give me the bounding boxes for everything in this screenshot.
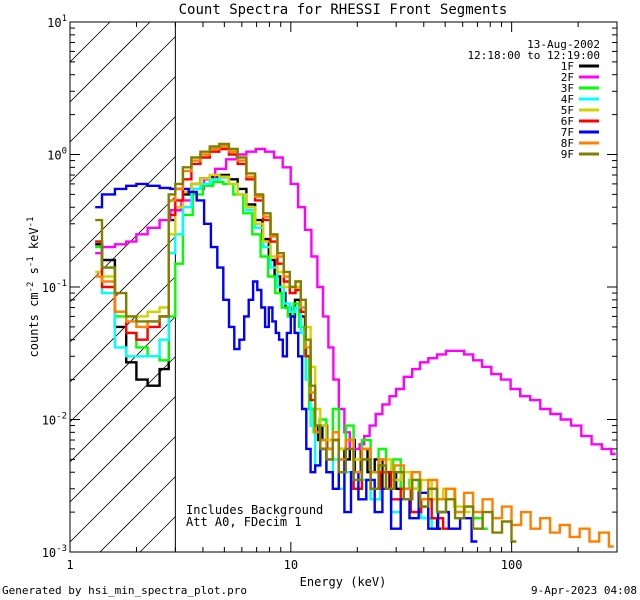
generated-by-label: Generated by hsi_min_spectra_plot.pro [2, 584, 247, 597]
hatch-line [70, 22, 111, 63]
date-label: 13-Aug-2002 [527, 38, 600, 51]
series-line-3F [95, 180, 488, 530]
y-label-part-3: keV [27, 227, 41, 256]
x-tick-label: 100 [501, 558, 523, 572]
y-tick-mantissa: 10 [47, 149, 61, 163]
chart-title: Count Spectra for RHESSI Front Segments [179, 2, 508, 18]
hatch-line [70, 156, 176, 263]
y-label-part-2: s [27, 267, 41, 281]
hatch-line [70, 316, 176, 423]
legend-label-8F: 8F [561, 137, 574, 150]
y-tick-mantissa: 10 [42, 281, 56, 295]
y-tick-mantissa: 10 [42, 414, 56, 428]
series-line-9F [95, 142, 517, 543]
annotation-attenuator: Att A0, FDecim 1 [186, 515, 302, 529]
legend-label-6F: 6F [561, 115, 574, 128]
plot-clip-group [70, 22, 616, 552]
hatch-line [70, 436, 176, 543]
timestamp-label: 9-Apr-2023 04:08 [531, 584, 637, 597]
y-label-exp-3: -1 [26, 217, 36, 228]
legend-label-5F: 5F [561, 104, 574, 117]
y-tick-label: 10-1 [42, 279, 67, 295]
y-tick-exponent: -3 [56, 544, 67, 554]
series-line-2F [95, 147, 616, 456]
y-label-exp-1: -2 [26, 282, 36, 293]
hatch-line [70, 76, 176, 183]
hatch-line [139, 516, 176, 552]
time-range-label: 12:18:00 to 12:19:00 [468, 49, 600, 62]
hatch-line [70, 196, 176, 303]
y-tick-exponent: 0 [62, 147, 67, 157]
legend-label-1F: 1F [561, 60, 574, 73]
y-tick-exponent: 1 [62, 14, 67, 24]
legend-label-3F: 3F [561, 82, 574, 95]
y-tick-mantissa: 10 [42, 546, 56, 560]
legend-label-9F: 9F [561, 148, 574, 161]
y-tick-label: 10-2 [42, 412, 67, 428]
hatched-region [70, 22, 176, 552]
y-label-part-1: counts cm [27, 292, 41, 357]
hatch-line [70, 396, 176, 503]
y-tick-label: 101 [47, 14, 67, 30]
legend-label-2F: 2F [561, 71, 574, 84]
legend-label-4F: 4F [561, 93, 574, 106]
y-tick-label: 10-3 [42, 544, 67, 560]
y-tick-label: 100 [47, 147, 67, 163]
y-label-exp-2: -1 [26, 256, 36, 267]
x-axis-label: Energy (keV) [300, 575, 387, 589]
hatch-line [70, 276, 176, 383]
hatch-line [70, 116, 176, 223]
hatch-line [70, 356, 176, 463]
hatch-line [99, 476, 176, 552]
hatch-line [70, 236, 176, 343]
y-tick-exponent: -2 [56, 412, 67, 422]
y-tick-mantissa: 10 [47, 16, 61, 30]
y-axis-label: counts cm-2 s-1 keV-1 [26, 217, 41, 358]
x-tick-label: 10 [284, 558, 298, 572]
x-tick-label: 1 [66, 558, 73, 572]
hatch-line [70, 22, 151, 103]
y-tick-exponent: -1 [56, 279, 67, 289]
hatch-line [70, 36, 176, 143]
annotation-background: Includes Background [186, 503, 323, 517]
legend-label-7F: 7F [561, 126, 574, 139]
